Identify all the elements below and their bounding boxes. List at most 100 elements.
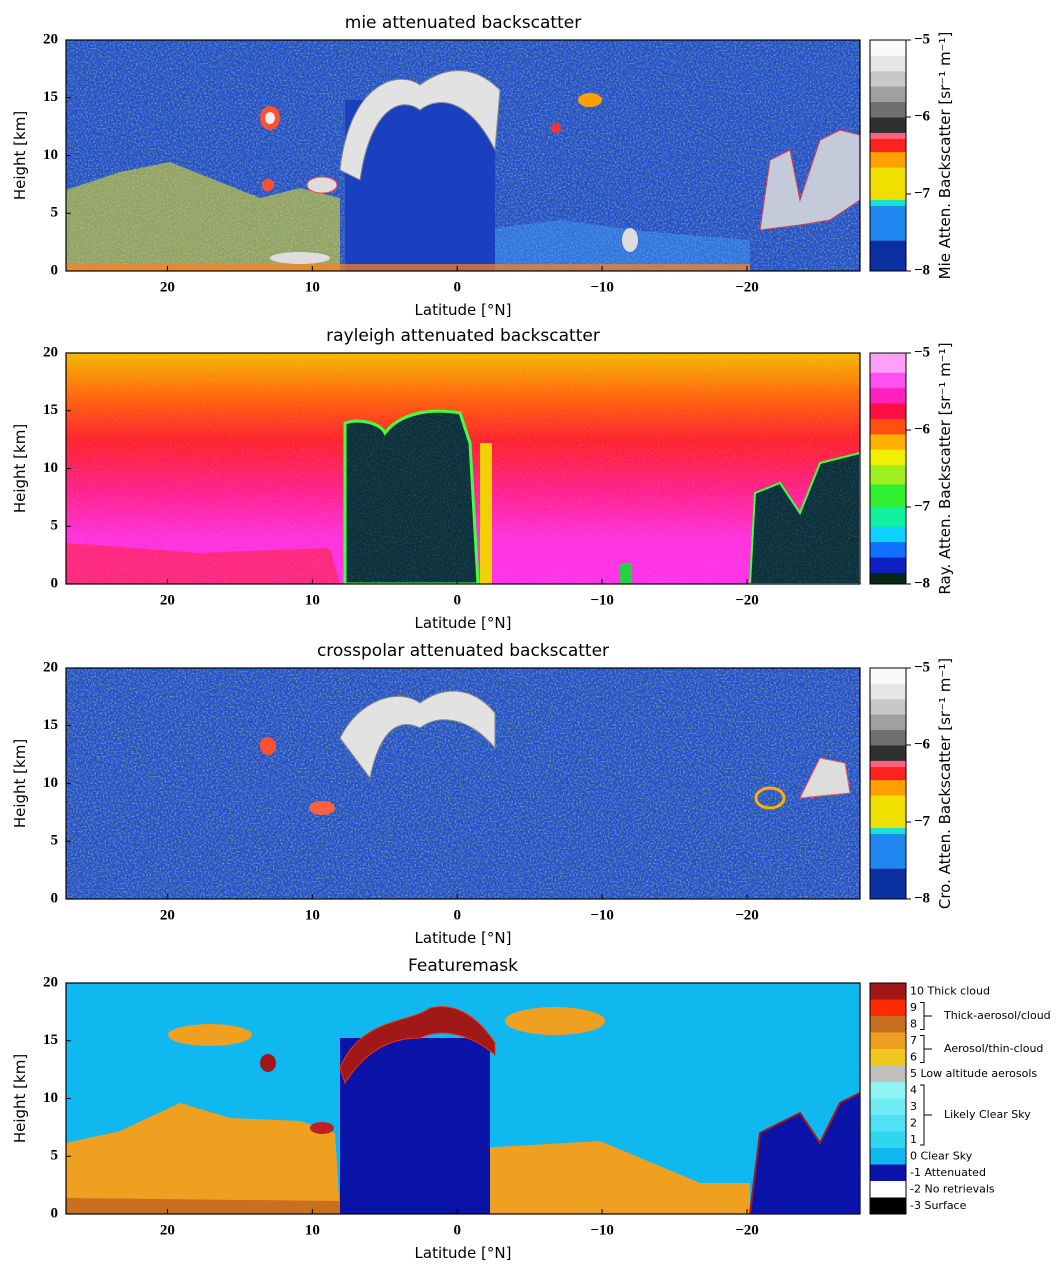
class-swatch	[870, 1065, 906, 1083]
colorbar-frame	[869, 982, 907, 1215]
x-axis-label: Latitude [°N]	[415, 1244, 512, 1262]
y-tick-label: 0	[51, 1205, 59, 1221]
colorbar-segment	[870, 433, 906, 450]
class-label: 5 Low altitude aerosols	[910, 1067, 1037, 1080]
y-tick-label: 10	[43, 147, 58, 163]
group-bracket	[920, 1035, 932, 1063]
x-tick-label: 0	[453, 279, 461, 295]
group-bracket	[920, 1084, 932, 1146]
colorbar-segment	[870, 714, 906, 731]
colorbar-tick-label: −6	[914, 108, 931, 124]
class-label: -1 Attenuated	[910, 1166, 986, 1179]
y-axis-label: Height [km]	[11, 739, 29, 828]
x-tick-label: −10	[590, 907, 614, 923]
y-tick-label: 5	[51, 833, 59, 849]
y-tick-label: 20	[43, 974, 58, 990]
x-tick-label: 10	[305, 592, 320, 608]
x-tick-label: 20	[160, 592, 175, 608]
y-tick-label: 10	[43, 1090, 58, 1106]
x-tick-label: 0	[453, 1222, 461, 1238]
colorbar-segment	[870, 795, 906, 828]
y-axis-label: Height [km]	[11, 424, 29, 513]
colorbar-segment	[870, 372, 906, 389]
colorbar-segment	[870, 387, 906, 404]
colorbar-segment	[870, 745, 906, 761]
colorbar-segment	[870, 729, 906, 746]
y-tick-label: 5	[51, 1148, 59, 1164]
y-tick-label: 0	[51, 575, 59, 591]
x-tick-label: −20	[735, 1222, 759, 1238]
x-tick-label: 20	[160, 279, 175, 295]
colorbar-segment	[870, 557, 906, 573]
y-tick-label: 20	[43, 31, 58, 47]
x-tick-label: −10	[590, 279, 614, 295]
x-tick-label: −20	[735, 592, 759, 608]
colorbar-segment	[870, 70, 906, 87]
class-swatch	[870, 1164, 906, 1182]
colorbar-segment	[870, 199, 906, 207]
class-swatch	[870, 1049, 906, 1066]
class-label: 0 Clear Sky	[910, 1149, 973, 1162]
x-tick-label: 0	[453, 907, 461, 923]
class-label: 10 Thick cloud	[910, 984, 990, 997]
colorbar-segment	[870, 766, 906, 781]
heatmap-image	[66, 983, 860, 1214]
colorbar-segment	[870, 240, 906, 272]
class-label: 3	[910, 1100, 917, 1113]
y-tick-label: 0	[51, 890, 59, 906]
y-axis-label: Height [km]	[11, 1054, 29, 1143]
class-label: 9	[910, 1001, 917, 1014]
colorbar-segment	[870, 117, 906, 133]
colorbar-segment	[870, 353, 906, 373]
x-axis-label: Latitude [°N]	[415, 929, 512, 947]
heatmap-image	[66, 353, 860, 584]
colorbar-segment	[870, 86, 906, 103]
class-swatch	[870, 1098, 906, 1116]
x-tick-label: −20	[735, 907, 759, 923]
x-tick-label: −10	[590, 592, 614, 608]
class-swatch	[870, 1115, 906, 1132]
colorbar-segment	[870, 683, 906, 700]
colorbar-segment	[870, 827, 906, 835]
panel-title: crosspolar attenuated backscatter	[317, 641, 609, 661]
x-tick-label: 0	[453, 592, 461, 608]
colorbar-segment	[870, 449, 906, 466]
colorbar-frame	[869, 667, 907, 900]
x-axis-label: Latitude [°N]	[415, 301, 512, 319]
y-tick-label: 15	[43, 402, 58, 418]
colorbar-tick-label: −5	[914, 659, 930, 675]
colorbar-segment	[870, 151, 906, 168]
class-swatch	[870, 1181, 906, 1198]
x-tick-label: 10	[305, 1222, 320, 1238]
colorbar-segment	[870, 55, 906, 72]
x-tick-label: 20	[160, 907, 175, 923]
y-tick-label: 15	[43, 1032, 58, 1048]
colorbar-segment	[870, 205, 906, 241]
x-tick-label: 10	[305, 279, 320, 295]
panel-title: Featuremask	[408, 956, 518, 976]
class-label: 7	[910, 1034, 917, 1047]
class-label: 4	[910, 1083, 917, 1096]
group-label: Aerosol/thin-cloud	[944, 1042, 1043, 1055]
colorbar-segment	[870, 779, 906, 796]
colorbar-label: Cro. Atten. Backscatter [sr⁻¹ m⁻¹]	[936, 658, 954, 909]
colorbar-segment	[870, 507, 906, 527]
y-tick-label: 10	[43, 775, 58, 791]
colorbar-tick-label: −7	[914, 813, 931, 829]
y-axis-label: Height [km]	[11, 111, 29, 200]
x-tick-label: 10	[305, 907, 320, 923]
colorbar-label: Mie Atten. Backscatter [sr⁻¹ m⁻¹]	[936, 32, 954, 280]
class-label: 8	[910, 1017, 917, 1030]
colorbar-segment	[870, 101, 906, 118]
colorbar-tick-label: −6	[914, 421, 931, 437]
group-label: Thick-aerosol/cloud	[943, 1009, 1051, 1022]
colorbar-segment	[870, 698, 906, 715]
colorbar-segment	[870, 668, 906, 684]
y-tick-label: 15	[43, 717, 58, 733]
colorbar-segment	[870, 541, 906, 558]
class-swatch	[870, 999, 906, 1017]
class-swatch	[870, 1082, 906, 1099]
panel-title: mie attenuated backscatter	[345, 13, 581, 33]
colorbar-segment	[870, 418, 906, 435]
